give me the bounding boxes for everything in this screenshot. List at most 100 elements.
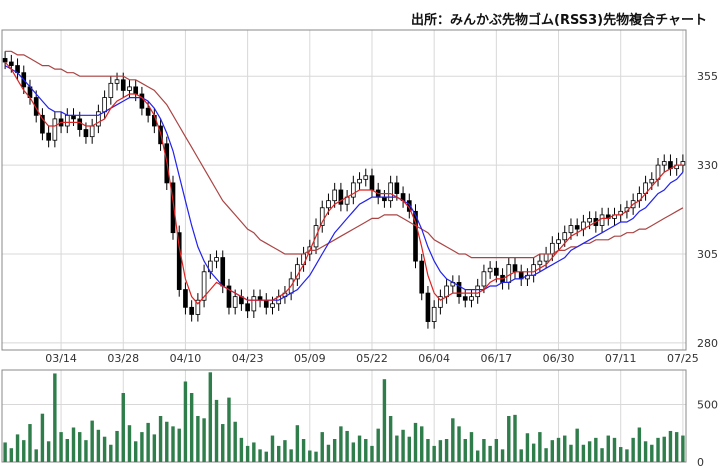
volume-bar: [15, 434, 20, 462]
candle-body: [587, 218, 592, 223]
volume-bar: [444, 439, 449, 462]
candle-body: [145, 107, 151, 116]
candle-body: [661, 161, 667, 166]
candle-body: [462, 296, 468, 301]
volume-bar: [339, 426, 343, 462]
volume-bar: [314, 451, 318, 462]
candle-body: [319, 207, 325, 226]
volume-bar: [53, 373, 57, 462]
candle-body: [549, 242, 555, 255]
volume-bar: [65, 439, 70, 462]
volume-bar: [152, 434, 157, 462]
candle-body: [512, 264, 518, 273]
candle-body: [96, 111, 101, 127]
volume-bar: [388, 416, 393, 462]
volume-bar: [345, 430, 349, 462]
volume-bar: [525, 433, 530, 462]
candle-body: [139, 93, 145, 109]
volume-bar: [413, 422, 418, 462]
volume-bar: [165, 421, 169, 462]
volume-bar: [662, 436, 666, 462]
candle-body: [425, 292, 431, 322]
price-axis: 280 305 330 355: [697, 70, 718, 350]
candles: [2, 51, 686, 329]
candle-body: [133, 86, 139, 95]
volume-bar: [28, 424, 32, 462]
volume-bar: [357, 435, 362, 462]
ma-mid-line: [4, 65, 684, 301]
candle-body: [487, 267, 493, 273]
volume-bar: [202, 418, 206, 462]
volume-bar: [538, 432, 542, 462]
volume-bar: [258, 449, 262, 462]
volume-bar: [233, 421, 237, 462]
volume-bar: [90, 420, 94, 462]
candle-body: [350, 182, 356, 198]
date-tick-label: 04/10: [170, 352, 202, 365]
price-grid: [2, 30, 686, 350]
volume-bar: [59, 432, 63, 462]
candle-body: [102, 97, 107, 113]
volume-bar: [376, 428, 380, 462]
candle-body: [444, 285, 449, 298]
volume-bar: [109, 444, 113, 462]
volume-bar: [289, 449, 293, 462]
volume-bar: [475, 450, 480, 462]
volume-bar: [71, 427, 76, 462]
volume-bar: [544, 448, 548, 462]
candle-body: [413, 210, 418, 262]
volume-bar: [9, 448, 14, 462]
candle-body: [201, 271, 207, 301]
candle-body: [562, 232, 568, 241]
candle-body: [357, 178, 362, 184]
date-tick-label: 03/28: [107, 352, 139, 365]
volume-bar: [395, 435, 399, 462]
candle-body: [537, 260, 543, 266]
volume-bar: [245, 445, 250, 462]
volume-bar: [370, 445, 374, 462]
volume-bar: [102, 436, 107, 462]
candle-body: [251, 296, 257, 312]
volume-bar: [637, 427, 642, 462]
volume-bar: [158, 416, 163, 462]
candle-body: [568, 225, 574, 234]
volume-bar: [469, 432, 474, 462]
candle-body: [52, 118, 58, 141]
volume-bar: [513, 414, 517, 462]
candle-body: [226, 285, 232, 308]
volume-bar: [656, 437, 660, 462]
volume-bar: [171, 426, 175, 462]
volume-bar: [674, 432, 679, 462]
volume-bar: [600, 448, 604, 462]
price-tick-label: 355: [697, 70, 718, 83]
candle-body: [332, 189, 338, 202]
volume-bar: [625, 449, 629, 462]
volume-bar: [531, 443, 536, 462]
volume-bar: [420, 426, 424, 462]
volume-bar: [457, 426, 461, 462]
volume-bar: [606, 435, 610, 462]
candle-body: [127, 86, 132, 91]
volume-bar: [563, 435, 567, 462]
candle-body: [232, 296, 238, 308]
candle-body: [195, 299, 201, 315]
candle-body: [481, 271, 487, 287]
candle-body: [120, 79, 126, 91]
volume-bar: [581, 444, 586, 462]
candle-body: [394, 182, 400, 194]
date-tick-label: 03/14: [45, 352, 77, 365]
candle-body: [531, 264, 536, 276]
volume-bar: [208, 372, 213, 462]
candle-body: [77, 118, 83, 130]
volume-bar: [364, 439, 368, 462]
candle-body: [494, 267, 499, 276]
volume-bar: [332, 439, 337, 462]
price-tick-label: 330: [697, 159, 718, 172]
candle-body: [543, 253, 549, 262]
candle-body: [475, 285, 481, 298]
volume-bar: [575, 428, 579, 462]
candle-body: [83, 129, 89, 138]
candle-body: [89, 125, 95, 138]
volume-bar: [500, 449, 505, 462]
candle-body: [8, 61, 14, 66]
